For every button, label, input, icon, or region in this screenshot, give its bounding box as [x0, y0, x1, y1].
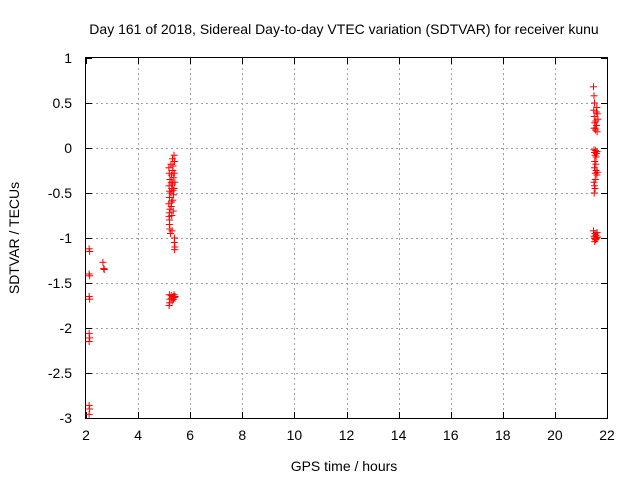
x-tick-labels: 2 4 6 8 10 12 14 16 18 20 22 [82, 427, 615, 443]
data-point [590, 124, 598, 132]
data-point [168, 297, 176, 305]
data-point [85, 270, 93, 278]
x-tick-label: 12 [339, 427, 355, 443]
y-tick-label: 0.5 [53, 95, 73, 111]
data-point [100, 265, 108, 273]
data-point [590, 99, 598, 107]
data-points [85, 83, 602, 418]
axis-ticks [86, 58, 608, 419]
data-point [593, 168, 601, 176]
data-point [593, 128, 601, 136]
data-point [592, 153, 600, 161]
data-point [591, 185, 599, 192]
data-point [171, 158, 179, 165]
y-tick-label: 0 [64, 140, 72, 156]
data-point [85, 401, 93, 409]
data-point [167, 203, 175, 210]
x-tick-label: 22 [599, 427, 615, 443]
data-point [592, 108, 600, 116]
data-point [86, 248, 94, 255]
data-point [86, 272, 94, 280]
data-point [169, 196, 177, 204]
x-tick-label: 20 [547, 427, 563, 443]
data-point [171, 293, 179, 301]
data-point [592, 126, 600, 134]
y-tick-label: 1 [64, 50, 72, 66]
x-tick-label: 6 [186, 427, 194, 443]
y-tick-label: -2 [60, 320, 73, 336]
data-point [592, 167, 600, 174]
data-point [593, 148, 601, 156]
x-tick-label: 18 [495, 427, 511, 443]
y-tick-labels: 1 0.5 0 -0.5 -1 -1.5 -2 -2.5 -3 [48, 50, 72, 426]
data-point [594, 115, 602, 123]
x-tick-label: 2 [82, 427, 90, 443]
x-tick-label: 16 [443, 427, 459, 443]
data-point [169, 174, 177, 182]
data-point [591, 151, 599, 159]
data-point [169, 207, 177, 215]
data-point [168, 212, 176, 219]
data-point [592, 235, 600, 243]
data-point [86, 334, 94, 342]
data-point [171, 293, 179, 300]
data-point [85, 410, 93, 418]
y-tick-label: -0.5 [48, 185, 72, 201]
data-point [100, 266, 108, 273]
data-point [170, 239, 178, 246]
y-axis-label: SDTVAR / TECUs [6, 182, 22, 294]
data-point [99, 258, 107, 266]
data-point [165, 302, 173, 309]
x-tick-label: 8 [238, 427, 246, 443]
data-point [593, 104, 601, 111]
data-point [168, 227, 176, 235]
data-point [86, 295, 94, 303]
y-tick-label: -3 [60, 410, 73, 426]
data-point [170, 185, 178, 192]
data-point [171, 178, 179, 186]
plot-frame [85, 57, 608, 419]
data-point [169, 186, 177, 194]
chart-title: Day 161 of 2018, Sidereal Day-to-day VTE… [89, 21, 598, 37]
y-tick-label: -2.5 [48, 365, 72, 381]
data-point [593, 234, 601, 242]
data-point [590, 189, 598, 197]
data-point [593, 229, 601, 237]
data-point [86, 405, 94, 413]
x-tick-label: 14 [391, 427, 407, 443]
data-point [590, 92, 598, 100]
data-point [165, 164, 173, 172]
data-point [170, 169, 178, 177]
y-tick-label: -1 [60, 230, 73, 246]
data-point [589, 83, 597, 91]
data-point [593, 110, 601, 118]
data-point [592, 160, 600, 168]
y-tick-label: -1.5 [48, 275, 72, 291]
data-point [593, 149, 601, 157]
x-tick-label: 4 [134, 427, 142, 443]
data-point [170, 151, 178, 159]
grid-lines [86, 58, 607, 418]
data-point [85, 338, 93, 345]
x-axis-label: GPS time / hours [291, 458, 398, 474]
data-point [594, 233, 602, 241]
data-point [171, 246, 179, 254]
x-tick-label: 10 [287, 427, 303, 443]
data-point [591, 176, 599, 183]
data-point [170, 191, 178, 199]
data-point [165, 221, 173, 228]
data-point [85, 329, 93, 337]
